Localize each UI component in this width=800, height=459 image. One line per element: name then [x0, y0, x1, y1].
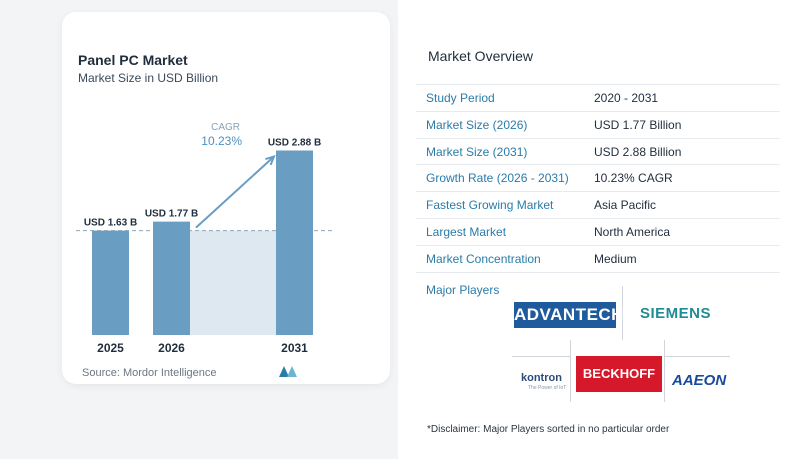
bar	[153, 221, 190, 335]
table-row: Market Size (2031) USD 2.88 Billion	[416, 137, 780, 165]
row-value: North America	[594, 224, 671, 239]
divider	[664, 356, 730, 357]
highlight-band	[190, 230, 276, 335]
overview-table: Study Period 2020 - 2031 Market Size (202…	[416, 84, 780, 273]
aaeon-logo: AAEON	[672, 372, 727, 389]
table-row: Fastest Growing Market Asia Pacific	[416, 191, 780, 218]
kontron-tagline: The Power of IoT	[528, 385, 567, 391]
row-value: 2020 - 2031	[594, 91, 659, 105]
x-tick-label: 2026	[158, 341, 185, 355]
kontron-logo: kontron	[521, 372, 562, 384]
row-key: Study Period	[426, 91, 495, 105]
table-row: Growth Rate (2026 - 2031) 10.23% CAGR	[416, 164, 780, 191]
row-key: Largest Market	[426, 224, 507, 239]
table-row: Market Concentration Medium	[416, 244, 780, 273]
bar-value-label: USD 2.88 B	[268, 138, 321, 149]
row-value: USD 2.88 Billion	[594, 144, 682, 159]
cagr-label: CAGR	[211, 122, 240, 133]
row-key: Growth Rate (2026 - 2031)	[426, 171, 569, 186]
row-key: Market Size (2026)	[426, 117, 528, 132]
row-key: Fastest Growing Market	[426, 198, 554, 213]
x-tick-label: 2031	[281, 341, 308, 355]
bar	[276, 150, 313, 335]
x-tick-label: 2025	[97, 341, 124, 355]
divider	[512, 356, 570, 357]
bar	[92, 230, 129, 335]
table-row: Market Size (2026) USD 1.77 Billion	[416, 110, 780, 138]
siemens-logo: SIEMENS	[640, 305, 712, 322]
row-value: USD 1.77 Billion	[594, 117, 682, 132]
major-players-title: Major Players	[426, 283, 500, 297]
mordor-logo-icon	[279, 366, 297, 377]
bar-chart: USD 1.63 B 2025 USD 1.77 B 2026 USD 2.88 B 20…	[76, 122, 332, 355]
row-key: Market Concentration	[426, 251, 541, 266]
bar-value-label: USD 1.77 B	[145, 209, 198, 220]
beckhoff-logo: BECKHOFF	[576, 356, 662, 392]
chart-subtitle: Market Size in USD Billion	[78, 71, 219, 85]
row-value: Medium	[594, 251, 637, 266]
cagr-arrow	[195, 155, 275, 229]
divider	[622, 286, 623, 340]
cagr-arrow-head	[265, 154, 276, 166]
disclaimer: *Disclaimer: Major Players sorted in no …	[427, 424, 670, 435]
table-row: Study Period 2020 - 2031	[416, 84, 780, 111]
divider	[664, 340, 665, 402]
cagr-value: 10.23%	[201, 134, 242, 148]
row-value: Asia Pacific	[594, 198, 657, 213]
chart-title: Panel PC Market	[78, 52, 188, 68]
row-key: Market Size (2031)	[426, 144, 528, 159]
divider	[570, 340, 571, 402]
source-text: Source: Mordor Intelligence	[82, 367, 217, 379]
table-row: Largest Market North America	[416, 217, 780, 245]
bar-value-label: USD 1.63 B	[84, 218, 137, 229]
advantech-logo: ADVANTECH	[514, 302, 623, 328]
overview-title: Market Overview	[428, 48, 534, 64]
row-value: 10.23% CAGR	[594, 171, 673, 186]
